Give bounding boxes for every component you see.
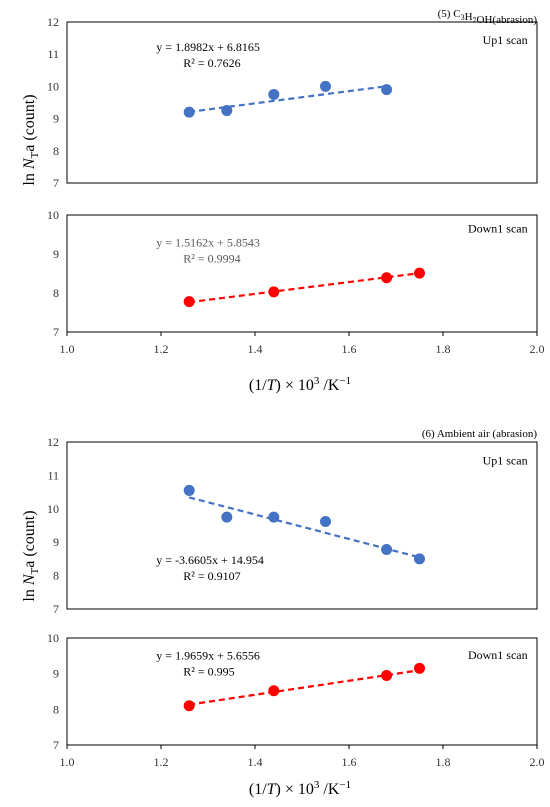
data-point — [268, 685, 280, 697]
data-point — [221, 105, 233, 117]
data-point — [268, 88, 280, 100]
data-point — [320, 515, 331, 527]
x-tick-label: 2.0 — [530, 755, 545, 769]
r-squared: R² = 0.7626 — [183, 56, 240, 70]
x-axis-label-bottom: (1/T) × 103 /K−1 — [249, 779, 351, 798]
r-squared: R² = 0.9994 — [183, 252, 240, 266]
x-tick-label: 1.2 — [154, 755, 169, 769]
data-point — [381, 669, 393, 681]
y-tick-label: 8 — [53, 569, 59, 583]
group-title: (5) C3H7OH(abrasion) — [438, 8, 538, 26]
x-tick-label: 1.0 — [60, 342, 75, 356]
chart-panel: 7 8 9 10 11 12 Up1 scan y = -3.6605x + 14.954 R²… — [47, 428, 538, 616]
x-tick-label: 1.0 — [60, 755, 75, 769]
data-point — [268, 286, 280, 298]
x-tick-label: 1.4 — [248, 755, 263, 769]
x-tick-label: 1.2 — [154, 342, 169, 356]
chart-panel: 7 8 9 10 1.0 1.2 1.4 1.6 1.8 2.0 Down1 scan y = 1.9… — [47, 631, 545, 769]
r-squared: R² = 0.995 — [183, 664, 234, 678]
y-tick-label: 9 — [53, 112, 59, 126]
y-tick-label: 7 — [53, 176, 59, 190]
y-tick-label: 12 — [47, 435, 59, 449]
scan-title: Up1 scan — [483, 454, 528, 468]
data-point — [414, 267, 425, 279]
trendline-equation: y = 1.8982x + 6.8165 — [156, 40, 260, 54]
y-tick-label: 12 — [47, 15, 59, 29]
y-tick-label: 10 — [47, 208, 59, 222]
trendline-equation: y = 1.5162x + 5.8543 — [156, 236, 260, 250]
data-point — [414, 553, 425, 565]
y-tick-label: 7 — [53, 602, 59, 616]
data-point — [320, 80, 331, 92]
plot-frame — [66, 214, 538, 333]
y-tick-label: 8 — [53, 144, 59, 158]
trendline-equation: y = -3.6605x + 14.954 — [156, 553, 264, 567]
y-tick-label: 9 — [53, 247, 59, 261]
y-tick-label: 10 — [47, 502, 59, 516]
data-point — [414, 662, 425, 674]
scan-title: Down1 scan — [468, 648, 528, 662]
y-tick-label: 9 — [53, 535, 59, 549]
data-point — [381, 544, 393, 556]
data-point — [221, 511, 233, 523]
trendline — [189, 669, 420, 706]
y-tick-label: 7 — [53, 738, 59, 752]
chart-panel: 7 8 9 10 1.0 1.2 1.4 1.6 1.8 2.0 Down1 scan y = 1.5… — [47, 208, 545, 356]
data-point — [183, 484, 195, 496]
plot-frame — [66, 441, 538, 610]
x-tick-label: 1.8 — [436, 342, 451, 356]
y-tick-label: 7 — [53, 325, 59, 339]
data-point — [183, 106, 195, 118]
y-tick-label: 10 — [47, 79, 59, 93]
x-tick-label: 1.6 — [342, 755, 357, 769]
x-axis-label-top: (1/T) × 103 /K−1 — [249, 375, 351, 394]
x-tick-label: 1.8 — [436, 755, 451, 769]
data-point — [381, 84, 393, 96]
y-tick-label: 8 — [53, 702, 59, 716]
data-point — [268, 511, 280, 523]
y-tick-label: 9 — [53, 667, 59, 681]
r-squared: R² = 0.9107 — [183, 569, 240, 583]
x-tick-label: 2.0 — [530, 342, 545, 356]
scan-title: Up1 scan — [483, 33, 528, 47]
y-tick-label: 8 — [53, 286, 59, 300]
y-tick-label: 11 — [47, 47, 59, 61]
x-tick-label: 1.6 — [342, 342, 357, 356]
scan-title: Down1 scan — [468, 222, 528, 236]
trendline — [189, 85, 387, 113]
y-tick-label: 10 — [47, 631, 59, 645]
plot-frame — [66, 21, 538, 184]
plot-frame — [66, 637, 538, 746]
data-point — [183, 700, 195, 712]
y-tick-label: 11 — [47, 468, 59, 482]
trendline-equation: y = 1.9659x + 5.6556 — [156, 648, 260, 662]
y-axis-label-bottom: ln NTa (count) — [21, 510, 41, 601]
group-title: (6) Ambient air (abrasion) — [422, 428, 537, 440]
data-point — [381, 272, 393, 284]
y-axis-label-top: ln NTa (count) — [21, 94, 41, 185]
x-tick-label: 1.4 — [248, 342, 263, 356]
chart-panel: 7 8 9 10 11 12 Up1 scan y = 1.8982x + 6.8165 R² … — [47, 8, 538, 190]
data-point — [183, 296, 195, 308]
